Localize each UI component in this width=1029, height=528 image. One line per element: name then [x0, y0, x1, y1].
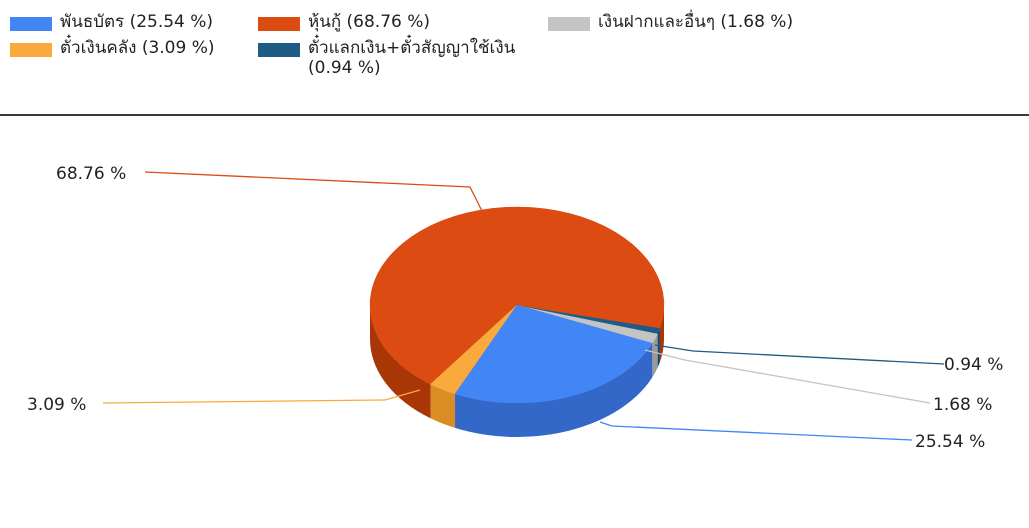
legend-item-bills-of-exchange[interactable]: ตั๋วแลกเงิน+ตั๋วสัญญาใช้เงิน (0.94 %)	[258, 38, 538, 78]
pie-side-treasury-bills	[430, 384, 456, 428]
legend-item-deposits[interactable]: เงินฝากและอื่นๆ (1.68 %)	[548, 12, 793, 32]
pie-slice-bonds[interactable]	[454, 304, 653, 404]
legend-swatch-deposits	[548, 17, 590, 31]
legend-item-treasury-bills[interactable]: ตั๋วเงินคลัง (3.09 %)	[10, 38, 215, 58]
pie-top-faces	[369, 206, 665, 404]
legend-item-debentures[interactable]: หุ้นกู้ (68.76 %)	[258, 12, 430, 32]
legend-swatch-bills-of-exchange	[258, 43, 300, 57]
data-label-deposits: 1.68 %	[933, 395, 992, 415]
leader-line-treasury-bills	[102, 389, 421, 404]
legend-label-bonds: พันธบัตร (25.54 %)	[60, 12, 214, 32]
pie-side-debentures	[370, 305, 431, 419]
legend-divider	[0, 114, 1029, 116]
pie-side-bonds	[455, 343, 653, 437]
data-label-bonds: 25.54 %	[915, 432, 985, 452]
data-label-bills-of-exchange: 0.94 %	[944, 355, 1003, 375]
legend-label-treasury-bills: ตั๋วเงินคลัง (3.09 %)	[60, 38, 215, 58]
pie-side-debentures	[659, 305, 664, 362]
pie-slice-debentures[interactable]	[369, 206, 665, 385]
pie-side-deposits	[652, 333, 658, 378]
chart-legend: พันธบัตร (25.54 %) หุ้นกู้ (68.76 %) เงิ…	[0, 0, 1029, 113]
legend-swatch-bonds	[10, 17, 52, 31]
legend-swatch-debentures	[258, 17, 300, 31]
pie-side-bills-of-exchange	[657, 327, 660, 368]
legend-item-bonds[interactable]: พันธบัตร (25.54 %)	[10, 12, 213, 32]
data-label-treasury-bills: 3.09 %	[27, 395, 86, 415]
leader-line-bonds	[599, 421, 913, 441]
leader-line-deposits	[644, 349, 931, 404]
legend-label-deposits: เงินฝากและอื่นๆ (1.68 %)	[598, 12, 794, 32]
leader-line-debentures	[144, 171, 485, 216]
legend-label-debentures: หุ้นกู้ (68.76 %)	[308, 12, 431, 32]
leader-line-bills-of-exchange	[654, 344, 945, 365]
pie-side-walls	[370, 305, 664, 437]
legend-swatch-treasury-bills	[10, 43, 52, 57]
legend-label-bills-of-exchange: ตั๋วแลกเงิน+ตั๋วสัญญาใช้เงิน (0.94 %)	[308, 38, 516, 78]
leader-lines	[102, 171, 945, 441]
data-label-debentures: 68.76 %	[56, 164, 126, 184]
